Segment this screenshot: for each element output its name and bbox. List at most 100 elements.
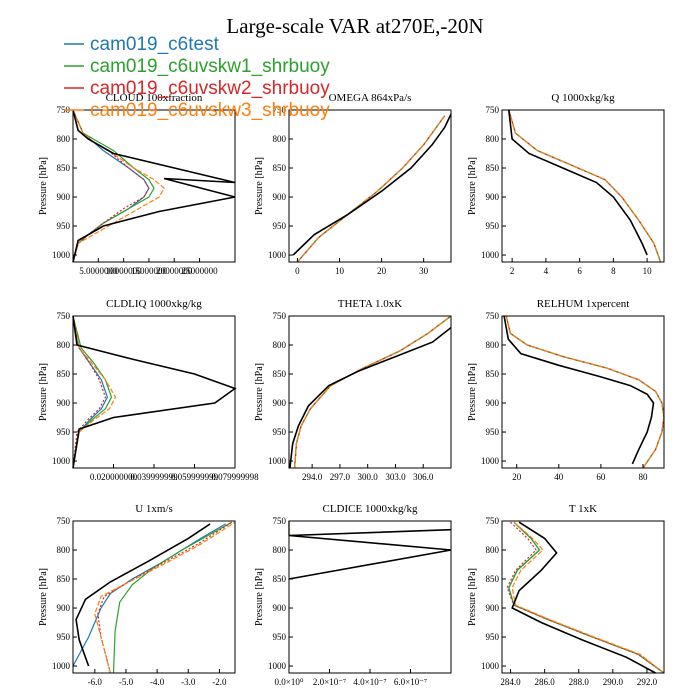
panel-2-title: OMEGA 864xPa/s: [329, 92, 412, 104]
panel-4-series-4: [72, 315, 117, 469]
panel-2-frame: [288, 109, 452, 263]
panel-2-series-5: [292, 113, 452, 256]
panel-2-ytick-label: 900: [273, 192, 287, 202]
panel-9-title: T 1xK: [569, 503, 597, 515]
panel-4-xtick-label: 0.020000000: [90, 472, 138, 482]
legend: cam019_c6testcam019_c6uvskw1_shrbuoycam0…: [64, 34, 330, 121]
panel-1-ytick-label: 950: [57, 221, 71, 231]
panel-3-xtick-label: 2: [510, 266, 515, 276]
panel-4-xtick-label: 0.079999998: [211, 472, 259, 482]
panel-5: 750 800 850 900 950 1000 294.0 297.0 300.0 303.0 3…: [254, 298, 452, 482]
panel-1-ytick-label: 850: [57, 163, 71, 173]
panel-3-ytick-label: 800: [486, 134, 500, 144]
panel-4-title: CLDLIQ 1000xkg/kg: [106, 298, 202, 310]
panel-8-xtick-label: 6.0×10⁻⁷: [394, 677, 427, 687]
panel-9-series-3: [506, 521, 665, 674]
panel-5-ytick-label: 850: [273, 369, 287, 379]
panel-6-ytick-label: 900: [486, 398, 500, 408]
panel-3-ytick-label: 950: [486, 221, 500, 231]
panel-8-ytick-label: 900: [273, 603, 287, 613]
panel-1-series-4: [72, 109, 165, 263]
panel-4: 750 800 850 900 950 1000 0.0200000000.03999999…: [38, 298, 259, 482]
panel-6-ytick-label: 750: [486, 311, 500, 321]
panel-3-xtick-label: 8: [611, 266, 616, 276]
panel-9-series-4: [511, 521, 665, 674]
panel-5-xtick-label: 300.0: [358, 472, 379, 482]
panel-9-series-2: [508, 521, 665, 674]
legend-label-1: cam019_c6test: [90, 34, 220, 55]
panel-2-xtick-label: 30: [419, 266, 429, 276]
legend-label-4: cam019_c6uvskw3_shrbuoy: [90, 100, 330, 121]
panel-1-xtick-label: 15000000: [131, 266, 168, 276]
panel-5-xtick-label: 303.0: [385, 472, 406, 482]
panel-3-title: Q 1000xkg/kg: [551, 92, 615, 104]
panel-3-series-4: [508, 109, 662, 263]
panel-7-ytick-label: 750: [57, 516, 71, 526]
panel-2-xtick-label: 10: [335, 266, 345, 276]
panel-7-frame: [72, 520, 236, 674]
panel-7-xtick-label: -3.0: [181, 677, 196, 687]
panel-6: 750 800 850 900 950 1000 20 40 60 80 Pressure [hPa…: [467, 298, 665, 482]
panel-3-ytick-label: 900: [486, 192, 500, 202]
panel-7-xtick-label: -6.0: [88, 677, 103, 687]
panel-6-xtick-label: 40: [554, 472, 564, 482]
panel-7-ylabel: Pressure [hPa]: [38, 568, 49, 626]
panel-9-ytick-label: 750: [486, 516, 500, 526]
panel-6-xtick-label: 20: [512, 472, 522, 482]
panel-8-frame: [288, 520, 452, 674]
panel-3-xtick-label: 10: [643, 266, 653, 276]
panel-8-ytick-label: 800: [273, 545, 287, 555]
panel-6-series-5: [503, 315, 655, 465]
panel-1-ytick-label: 900: [57, 192, 71, 202]
panel-5-title: THETA 1.0xK: [338, 298, 403, 310]
panel-6-frame: [501, 315, 665, 469]
panel-8-series-5: [288, 528, 452, 580]
panel-5-xtick-label: 306.0: [413, 472, 434, 482]
panel-9-ytick-label: 900: [486, 603, 500, 613]
panel-3-xtick-label: 4: [544, 266, 549, 276]
panel-4-series-5: [72, 315, 237, 469]
panel-5-series-1: [294, 315, 452, 469]
panel-5-frame: [288, 315, 452, 469]
panel-8-xtick-label: 2.0×10⁻⁷: [313, 677, 346, 687]
panel-5-ytick-label: 800: [273, 340, 287, 350]
panel-9-xtick-label: 286.0: [535, 677, 556, 687]
panel-1-frame: [72, 109, 236, 263]
panel-9-xtick-label: 288.0: [569, 677, 590, 687]
panel-1-ytick-label: 1000: [52, 250, 71, 260]
panel-4-ytick-label: 800: [57, 340, 71, 350]
panel-7-ytick-label: 850: [57, 574, 71, 584]
panel-8-ytick-label: 850: [273, 574, 287, 584]
panel-3-series-2: [508, 109, 662, 263]
panel-4-xtick-label: 0.059999999: [171, 472, 219, 482]
panel-3-ytick-label: 850: [486, 163, 500, 173]
panel-5-ytick-label: 900: [273, 398, 287, 408]
panel-7-xtick-label: -4.0: [150, 677, 165, 687]
panel-2-ytick-label: 1000: [268, 250, 287, 260]
panel-1-xtick-label: 10000000: [106, 266, 143, 276]
panel-6-title: RELHUM 1xpercent: [537, 298, 630, 310]
panel-9-ytick-label: 1000: [481, 661, 500, 671]
panel-6-ytick-label: 950: [486, 427, 500, 437]
panel-5-xtick-label: 294.0: [302, 472, 323, 482]
panel-4-series-1: [72, 315, 109, 469]
panel-6-series-4: [505, 315, 665, 469]
figure-title: Large-scale VAR at270E,-20N: [226, 14, 483, 38]
panel-7-series-5: [75, 523, 211, 667]
panel-4-ytick-label: 850: [57, 369, 71, 379]
panel-9-series-5: [511, 521, 656, 674]
panel-2: 750 800 850 900 950 1000 0 10 20 30 Pressure [hPa]…: [254, 92, 452, 276]
panel-4-ytick-label: 750: [57, 311, 71, 321]
panel-4-ytick-label: 1000: [52, 456, 71, 466]
panel-2-ytick-label: 950: [273, 221, 287, 231]
panel-8-xtick-label: 4.0×10⁻⁷: [353, 677, 386, 687]
panel-5-ytick-label: 1000: [268, 456, 287, 466]
panel-7-ytick-label: 900: [57, 603, 71, 613]
panel-1-xtick-label: 25000000: [182, 266, 219, 276]
panel-9-series-1: [508, 521, 665, 674]
panel-4-xtick-label: 0.039999999: [130, 472, 178, 482]
panel-8-ytick-label: 950: [273, 632, 287, 642]
